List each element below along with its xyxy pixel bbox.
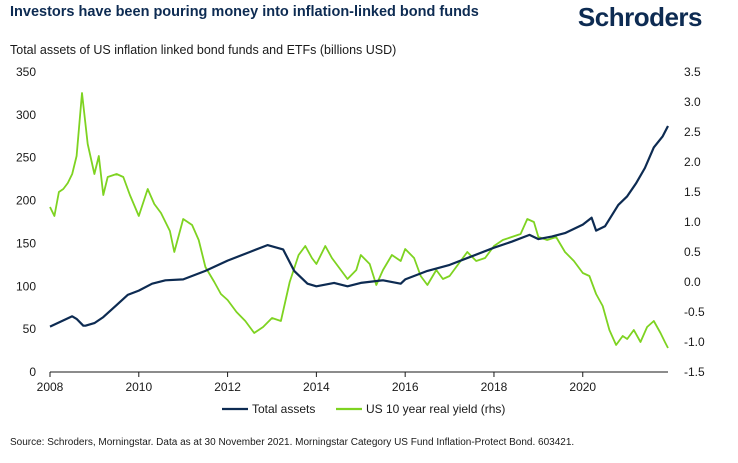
chart-subtitle: Total assets of US inflation linked bond… (10, 43, 397, 57)
right-tick-label: 0.5 (684, 245, 701, 259)
left-tick-label: 300 (16, 108, 36, 122)
right-tick-label: 1.0 (684, 215, 701, 229)
left-tick-label: 250 (16, 151, 36, 165)
x-tick-label: 2010 (125, 380, 152, 394)
brand-logo: Schroders (577, 2, 703, 32)
x-axis-ticks: 2008 2010 2012 2014 2016 2018 2020 (37, 372, 596, 394)
right-tick-label: 3.5 (684, 65, 701, 79)
x-tick-label: 2020 (569, 380, 596, 394)
left-tick-label: 50 (23, 322, 37, 336)
x-tick-label: 2012 (214, 380, 241, 394)
right-tick-label: -1.0 (684, 335, 705, 349)
left-tick-label: 350 (16, 65, 36, 79)
left-axis-ticks: 0 50 100 150 200 250 300 350 (16, 65, 36, 379)
left-tick-label: 100 (16, 279, 36, 293)
right-tick-label: 2.5 (684, 125, 701, 139)
right-tick-label: -0.5 (684, 305, 705, 319)
series-line-total-assets (49, 125, 669, 328)
right-axis-ticks: 3.5 3.0 2.5 2.0 1.5 1.0 0.5 0.0 -0.5 -1.0 -1.5 (684, 65, 705, 379)
x-tick-label: 2018 (481, 380, 508, 394)
legend-label-total-assets: Total assets (252, 402, 315, 416)
right-tick-label: -1.5 (684, 365, 705, 379)
right-tick-label: 1.5 (684, 185, 701, 199)
x-tick-label: 2008 (37, 380, 64, 394)
left-tick-label: 0 (29, 365, 36, 379)
source-note: Source: Schroders, Morningstar. Data as … (10, 437, 575, 448)
legend: Total assets US 10 year real yield (rhs) (222, 402, 505, 416)
legend-label-real-yield: US 10 year real yield (rhs) (366, 402, 505, 416)
right-tick-label: 3.0 (684, 95, 701, 109)
right-tick-label: 0.0 (684, 275, 701, 289)
x-tick-label: 2014 (303, 380, 330, 394)
x-tick-label: 2016 (392, 380, 419, 394)
right-tick-label: 2.0 (684, 155, 701, 169)
left-tick-label: 200 (16, 194, 36, 208)
left-tick-label: 150 (16, 236, 36, 250)
chart-headline: Investors have been pouring money into i… (10, 4, 479, 20)
series-layer (49, 92, 669, 349)
series-line-real-yield (49, 92, 669, 349)
